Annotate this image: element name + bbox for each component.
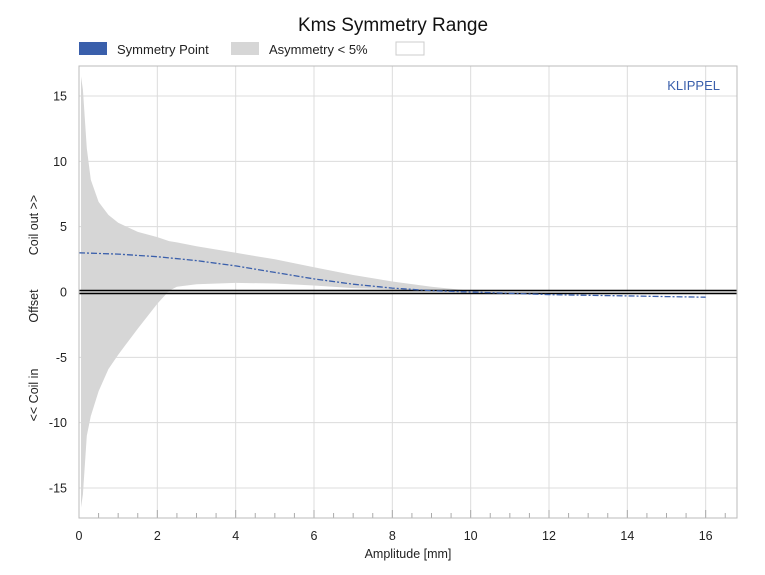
- x-tick-label: 8: [389, 529, 396, 543]
- x-tick-label: 16: [699, 529, 713, 543]
- y-tick-label: -5: [56, 351, 67, 365]
- y-axis-label-coil-in: << Coil in: [27, 369, 41, 422]
- legend-label-asymmetry: Asymmetry < 5%: [269, 42, 368, 57]
- y-tick-labels: -15 -10 -5 0 5 10 15: [49, 90, 67, 496]
- y-tick-label: -10: [49, 416, 67, 430]
- x-axis-label: Amplitude [mm]: [365, 547, 452, 561]
- zero-line-group: [79, 289, 737, 295]
- legend-label-symmetry-point: Symmetry Point: [117, 42, 209, 57]
- y-tick-label: 15: [53, 90, 67, 104]
- plot-frame: [78, 65, 738, 519]
- klippel-watermark: KLIPPEL: [667, 78, 720, 93]
- y-tick-label: 5: [60, 220, 67, 234]
- x-tick-label: 12: [542, 529, 556, 543]
- asymmetry-band: [81, 76, 491, 508]
- y-tick-label: -15: [49, 481, 67, 495]
- x-tick-label: 6: [311, 529, 318, 543]
- y-axis-label-offset: Offset: [27, 289, 41, 323]
- legend-swatch-symmetry-point: [79, 42, 107, 55]
- x-tick-labels: 0 2 4 6 8 10 12 14 16: [76, 529, 713, 543]
- x-tick-label: 4: [232, 529, 239, 543]
- symmetry-line-group: [78, 252, 706, 298]
- legend: Symmetry Point Asymmetry < 5%: [79, 41, 425, 57]
- y-tick-label: 10: [53, 155, 67, 169]
- x-tick-label: 10: [464, 529, 478, 543]
- chart-title: Kms Symmetry Range: [298, 15, 488, 36]
- y-tick-label: 0: [60, 286, 67, 300]
- y-axis-label-coil-out: Coil out >>: [27, 195, 41, 255]
- x-tick-label: 0: [76, 529, 83, 543]
- symmetry-point-line: [78, 252, 706, 298]
- x-tick-label: 14: [620, 529, 634, 543]
- x-tick-label: 2: [154, 529, 161, 543]
- legend-swatch-asymmetry: [231, 42, 259, 55]
- asymmetry-area: [81, 76, 491, 508]
- grid: [78, 66, 737, 518]
- legend-swatch-empty: [395, 41, 425, 56]
